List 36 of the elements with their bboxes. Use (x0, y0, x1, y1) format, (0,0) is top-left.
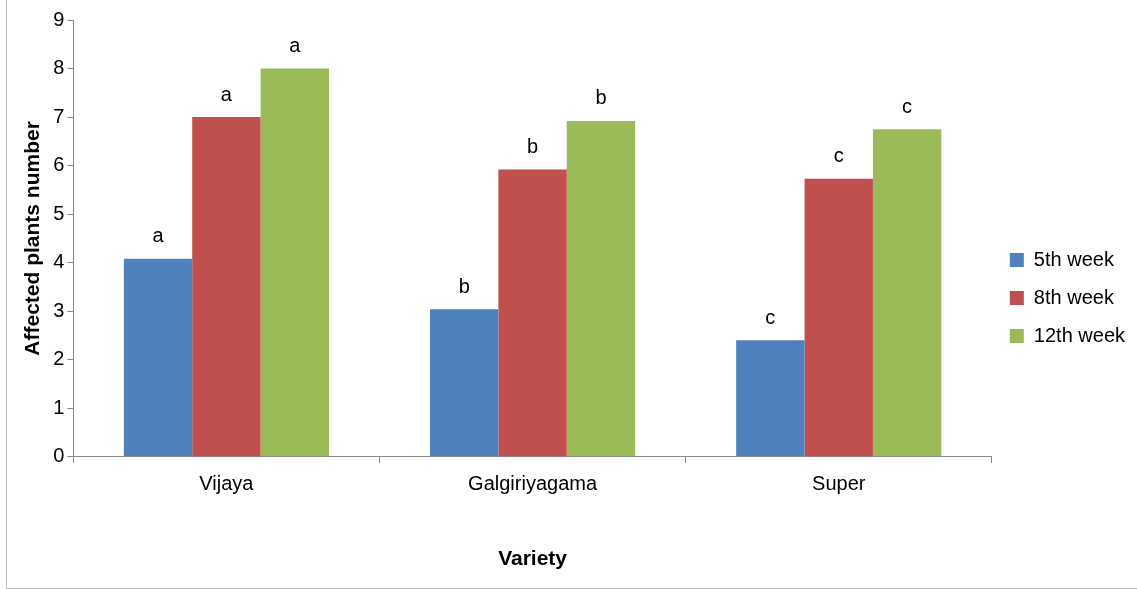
bar (192, 117, 261, 457)
data-label: b (527, 135, 539, 157)
bar (260, 68, 329, 457)
bar (498, 169, 567, 457)
bar (123, 258, 193, 457)
x-tick-label: Super (812, 472, 866, 495)
bar (804, 178, 873, 457)
bar (566, 120, 636, 457)
data-label: c (765, 305, 776, 328)
y-tick-label: 4 (53, 250, 65, 273)
y-tick-label: 6 (53, 153, 65, 176)
bar (430, 309, 499, 457)
y-tick-label: 5 (53, 201, 65, 224)
data-label: c (902, 94, 913, 117)
y-axis-title: Affected plants number (20, 121, 44, 356)
legend-label: 5th week (1033, 247, 1115, 270)
y-tick-label: 3 (53, 298, 65, 321)
legend-label: 12th week (1033, 323, 1126, 346)
legend-label: 8th week (1033, 285, 1115, 308)
y-tick-label: 7 (53, 104, 65, 127)
data-label: c (833, 144, 844, 167)
y-tick-label: 2 (53, 347, 65, 370)
y-tick-label: 1 (53, 395, 65, 418)
data-label: a (220, 82, 233, 105)
x-axis-title: Variety (498, 546, 568, 570)
bar (872, 129, 942, 457)
data-label: b (458, 274, 470, 297)
x-tick-label: Galgiriyagama (468, 472, 598, 495)
data-label: a (152, 224, 165, 247)
y-tick-label: 8 (53, 56, 65, 79)
y-tick-label: 9 (53, 7, 65, 30)
data-label: b (595, 86, 607, 109)
y-tick-label: 0 (53, 444, 65, 467)
x-tick-label: Vijaya (199, 472, 255, 495)
data-label: a (289, 34, 302, 57)
bar (736, 340, 805, 457)
